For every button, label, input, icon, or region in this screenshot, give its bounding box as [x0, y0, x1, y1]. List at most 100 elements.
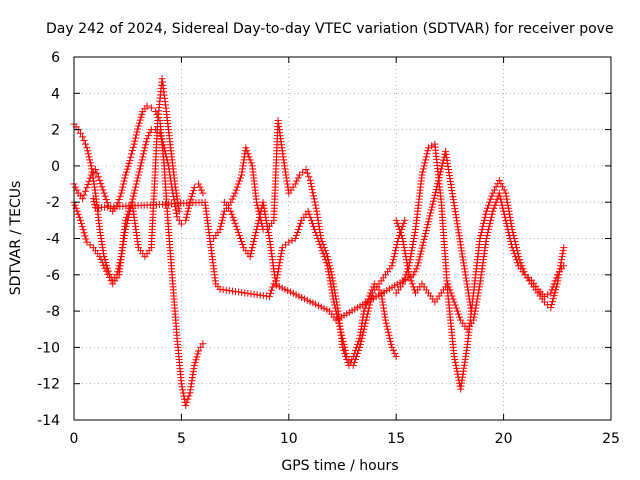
interpolated-marker [273, 274, 281, 282]
interpolated-marker [311, 198, 319, 206]
interpolated-marker [428, 203, 436, 211]
interpolated-marker [416, 253, 424, 261]
interpolated-marker [412, 265, 420, 273]
interpolated-marker [419, 165, 427, 173]
interpolated-marker [100, 261, 108, 269]
interpolated-marker [235, 231, 243, 239]
y-tick-label: -12 [37, 377, 60, 393]
interpolated-marker [411, 228, 419, 236]
interpolated-marker [497, 195, 505, 203]
interpolated-marker [548, 286, 556, 294]
interpolated-marker [551, 277, 559, 285]
interpolated-marker [364, 310, 372, 318]
interpolated-marker [497, 198, 505, 206]
interpolated-marker [73, 207, 81, 215]
interpolated-marker [264, 225, 272, 233]
interpolated-marker [409, 238, 417, 246]
interpolated-marker [363, 313, 371, 321]
interpolated-marker [456, 313, 464, 321]
interpolated-marker [484, 228, 492, 236]
interpolated-marker [81, 140, 89, 148]
interpolated-marker [327, 283, 335, 291]
data-point-marker [134, 171, 142, 179]
interpolated-marker [129, 143, 137, 151]
interpolated-marker [483, 204, 491, 212]
interpolated-marker [293, 228, 301, 236]
interpolated-marker [395, 225, 403, 233]
data-point-marker [130, 140, 138, 148]
data-point-marker [349, 362, 357, 370]
interpolated-marker [420, 235, 428, 243]
data-point-marker [291, 235, 299, 242]
interpolated-marker [507, 241, 515, 249]
interpolated-marker [125, 159, 133, 167]
interpolated-marker [105, 274, 113, 282]
data-point-marker [177, 220, 185, 228]
data-point-marker [76, 216, 84, 224]
interpolated-marker [228, 210, 236, 218]
interpolated-marker [122, 168, 130, 176]
interpolated-marker [405, 268, 413, 276]
interpolated-marker [404, 265, 412, 273]
data-point-marker [227, 198, 235, 206]
interpolated-marker [134, 125, 142, 133]
interpolated-marker [417, 250, 425, 258]
interpolated-marker [248, 247, 256, 255]
interpolated-marker [446, 286, 454, 294]
interpolated-marker [499, 183, 507, 191]
interpolated-marker [437, 168, 445, 176]
interpolated-marker [81, 232, 89, 240]
interpolated-marker [94, 173, 102, 181]
interpolated-marker [144, 132, 152, 140]
interpolated-marker [423, 150, 431, 158]
interpolated-marker [340, 340, 348, 348]
interpolated-marker [490, 204, 498, 212]
interpolated-marker [390, 253, 398, 261]
data-point-marker [195, 180, 203, 188]
interpolated-marker [118, 186, 126, 194]
data-point-marker [489, 189, 497, 197]
interpolated-marker [452, 361, 460, 369]
interpolated-marker [559, 247, 567, 255]
data-point-marker [130, 189, 138, 197]
interpolated-marker [268, 286, 276, 294]
interpolated-marker [138, 156, 146, 164]
interpolated-marker [437, 165, 445, 173]
interpolated-marker [445, 283, 453, 291]
interpolated-marker [93, 169, 101, 177]
interpolated-marker [175, 216, 183, 224]
data-point-marker [190, 184, 198, 192]
data-point-marker [122, 216, 130, 224]
interpolated-marker [447, 289, 455, 297]
interpolated-marker [78, 223, 86, 231]
interpolated-marker [364, 307, 372, 315]
interpolated-marker [550, 280, 558, 288]
interpolated-marker [114, 199, 122, 207]
interpolated-marker [423, 224, 431, 232]
interpolated-marker [400, 241, 408, 249]
interpolated-marker [187, 195, 195, 203]
interpolated-marker [558, 256, 566, 264]
interpolated-marker [331, 304, 339, 312]
data-point-marker [392, 216, 400, 224]
interpolated-marker [90, 198, 98, 206]
interpolated-marker [184, 395, 192, 403]
data-point-marker [388, 262, 396, 270]
data-point-marker [173, 213, 181, 221]
interpolated-marker [182, 213, 190, 221]
interpolated-marker [452, 304, 460, 312]
data-point-marker [467, 307, 475, 315]
interpolated-marker [382, 319, 390, 327]
interpolated-marker [422, 227, 430, 235]
data-point-marker [126, 156, 134, 164]
interpolated-marker [247, 159, 255, 167]
data-point-marker [227, 207, 235, 215]
interpolated-marker [361, 322, 369, 330]
interpolated-marker [115, 195, 123, 203]
interpolated-marker [73, 186, 81, 194]
interpolated-marker [393, 241, 401, 249]
interpolated-marker [451, 355, 459, 363]
interpolated-marker [514, 259, 522, 267]
interpolated-marker [294, 225, 302, 233]
interpolated-marker [104, 270, 112, 278]
